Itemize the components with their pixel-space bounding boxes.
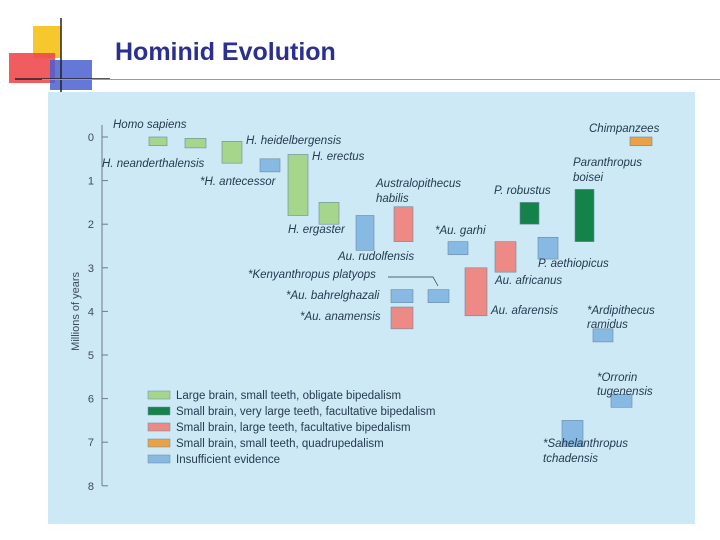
y-tick-label: 7 <box>88 437 94 449</box>
slide-title: Hominid Evolution <box>115 38 336 66</box>
species-bar-h-ergaster <box>318 202 340 225</box>
legend-label-quadrupedalism: Small brain, small teeth, quadrupedalism <box>176 438 384 450</box>
y-tick-label: 4 <box>88 306 94 318</box>
species-label-australopithecus-habilis: Australopithecus <box>375 178 461 190</box>
title-divider <box>42 79 720 80</box>
species-label-p-robustus: P. robustus <box>494 185 551 197</box>
species-label-paranthropus-boisei-line2: boisei <box>573 172 603 184</box>
legend-label-large_teeth: Small brain, large teeth, facultative bi… <box>176 422 411 434</box>
legend-label-very_large_teeth: Small brain, very large teeth, facultati… <box>176 406 436 418</box>
species-label-h-ergaster: H. ergaster <box>288 224 346 236</box>
species-label-homo-sapiens: Homo sapiens <box>113 119 187 131</box>
legend-swatch-very_large_teeth <box>147 406 171 416</box>
species-bar-chimpanzees <box>629 136 653 147</box>
kenyanthropus-leader-line <box>388 276 439 287</box>
legend-swatch-insufficient <box>147 454 171 464</box>
logo-icon <box>9 18 110 98</box>
species-bar-au-garhi <box>447 241 469 256</box>
species-bar-sahelanthropus-tchadensis <box>561 420 584 447</box>
species-bar-h-heidelbergensis <box>221 141 243 164</box>
species-label-chimpanzees: Chimpanzees <box>589 123 660 135</box>
species-bar-h-antecessor <box>259 158 281 173</box>
species-label-paranthropus-boisei: Paranthropus <box>573 157 642 169</box>
y-tick-label: 3 <box>88 263 94 275</box>
species-bar-h-neanderthalensis <box>184 138 207 149</box>
y-tick-label: 6 <box>88 394 94 406</box>
y-tick-label: 1 <box>88 176 94 188</box>
species-label-h-heidelbergensis: H. heidelbergensis <box>246 135 342 147</box>
species-label-orrorin-tugenensis: *Orrorin <box>597 372 637 384</box>
species-bar-p-robustus <box>519 202 540 225</box>
species-label-p-aethiopicus: P. aethiopicus <box>538 258 609 270</box>
chart-panel: 0 1 2 3 4 5 6 7 8 Millions of years Homo sapiens H… <box>48 92 695 524</box>
species-bar-h-erectus <box>287 154 309 216</box>
species-bar-au-africanus <box>494 241 517 273</box>
species-bar-au-rudolfensis <box>355 215 375 251</box>
legend-label-insufficient: Insufficient evidence <box>176 454 280 466</box>
species-bar-homo-sapiens <box>148 136 168 147</box>
species-bar-p-aethiopicus <box>537 236 559 260</box>
species-bar-au-anamensis <box>390 306 414 330</box>
species-bar-kenyanthropus-platyops <box>427 289 450 303</box>
species-bar-au-afarensis <box>464 267 488 317</box>
legend-label-large_brain: Large brain, small teeth, obligate biped… <box>176 390 401 402</box>
y-tick-label: 0 <box>88 132 94 144</box>
species-label-au-afarensis: Au. afarensis <box>490 305 558 317</box>
hominid-timeline-chart: 0 1 2 3 4 5 6 7 8 Millions of years Homo sapiens H… <box>70 119 660 493</box>
species-label-au-anamensis: *Au. anamensis <box>300 311 381 323</box>
species-label-au-garhi: *Au. garhi <box>435 225 486 237</box>
species-bar-orrorin-tugenensis <box>610 393 633 408</box>
y-tick-label: 2 <box>88 219 94 231</box>
species-label-h-antecessor: *H. antecessor <box>200 176 277 188</box>
species-bar-paranthropus-boisei <box>574 189 595 242</box>
species-bar-australopithecus-habilis <box>393 206 414 242</box>
species-label-orrorin-tugenensis-line2: tugenensis <box>597 386 653 398</box>
species-label-australopithecus-habilis-line2: habilis <box>376 193 409 205</box>
logo-yellow-square <box>33 26 61 58</box>
species-label-h-erectus: H. erectus <box>312 151 365 163</box>
species-label-au-bahrelghazali: *Au. bahrelghazali <box>286 290 380 302</box>
legend-swatch-large_brain <box>147 390 171 400</box>
species-label-au-africanus: Au. africanus <box>494 275 562 287</box>
logo-blue-square <box>50 60 92 90</box>
species-label-au-rudolfensis: Au. rudolfensis <box>337 251 414 263</box>
species-label-sahelanthropus-tchadensis: *Sahelanthropus <box>543 438 628 450</box>
species-label-ardipithecus-ramidus: *Ardipithecus <box>587 305 655 317</box>
logo-red-square <box>9 53 55 83</box>
y-axis-label: Millions of years <box>70 271 82 350</box>
species-label-ardipithecus-ramidus-line2: ramidus <box>587 319 628 331</box>
legend-swatch-quadrupedalism <box>147 438 171 448</box>
species-bar-au-bahrelghazali <box>390 289 414 303</box>
species-label-sahelanthropus-tchadensis-line2: tchadensis <box>543 453 598 465</box>
legend-swatch-large_teeth <box>147 422 171 432</box>
y-tick-label: 8 <box>88 481 94 493</box>
species-label-kenyanthropus-platyops: *Kenyanthropus platyops <box>248 269 376 281</box>
y-tick-label: 5 <box>88 350 94 362</box>
species-label-h-neanderthalensis: H. neanderthalensis <box>102 158 205 170</box>
species-bar-ardipithecus-ramidus <box>592 328 614 343</box>
